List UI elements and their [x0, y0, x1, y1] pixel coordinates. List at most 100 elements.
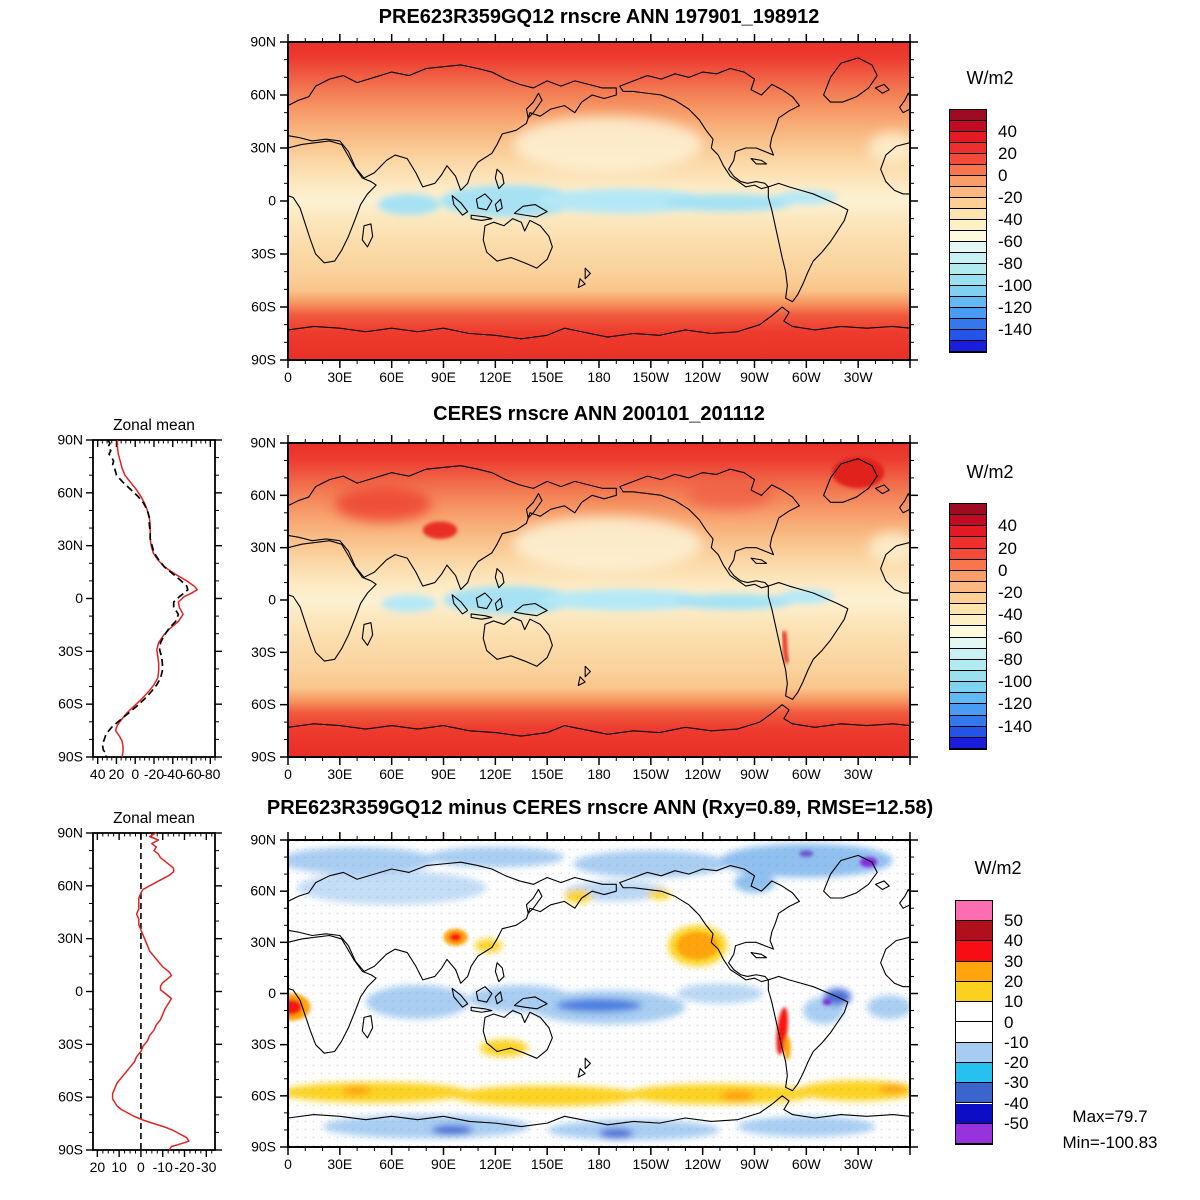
- lat-tick-label: 90N: [250, 34, 276, 50]
- zonal-mean-plot-full: 90N 60N 30N 0 30S 60S 90S 40 20 0 -20-40-60-80: [57, 432, 222, 782]
- colorbar-cell: [950, 581, 986, 594]
- colorbar-cell: [950, 286, 986, 297]
- lon-tick-label: 30E: [327, 369, 352, 385]
- colorbar-cell: [950, 231, 986, 242]
- panel3-title: PRE623R359GQ12 minus CERES rnscre ANN (R…: [266, 797, 934, 819]
- zonal-lat-label: 30N: [57, 930, 83, 946]
- colorbar-cell: [956, 961, 992, 982]
- lon-tick-label: 0: [284, 369, 292, 385]
- map-axes: 0 30E 60E 90E 120E 150E 180 150W 120W 90W 60W 30W 90…: [250, 34, 918, 385]
- zonal-axes: 90N 60N 30N 0 30S 60S 90S 20 10 0 -10 -20 -30: [57, 825, 222, 1175]
- lat-tick-label: 30S: [251, 644, 276, 660]
- lon-tick-label: 120W: [684, 766, 721, 782]
- colorbar-label: -100: [998, 672, 1033, 692]
- zonal-lat-label: 0: [75, 590, 83, 606]
- colorbar-label: 0: [998, 560, 1008, 580]
- stat-min: Min=-100.83: [1062, 1133, 1158, 1153]
- colorbar-label: 20: [998, 538, 1017, 558]
- zonal-lat-label: 60N: [57, 484, 83, 500]
- colorbar-cell: [950, 154, 986, 165]
- lat-tick-label: 30N: [250, 934, 276, 950]
- colorbar-cell: [950, 704, 986, 716]
- lat-tick-label: 90S: [251, 352, 276, 368]
- lat-tick-label: 60S: [251, 1087, 276, 1103]
- colorbar-cell: [950, 176, 986, 187]
- colorbar-cell: [950, 682, 986, 694]
- colorbar-cell: [950, 671, 986, 683]
- lon-tick-label: 90E: [431, 766, 456, 782]
- colorbar-cell: [950, 275, 986, 286]
- colorbar-cell: [956, 981, 992, 1003]
- lat-tick-label: 90N: [250, 435, 276, 451]
- panel1-title: PRE623R359GQ12 rnscre ANN 197901_198912: [378, 6, 820, 28]
- lon-tick-label: 0: [284, 766, 292, 782]
- colorbar-cell: [950, 187, 986, 198]
- zonal-lat-label: 90N: [57, 432, 83, 448]
- panel2-title: CERES rnscre ANN 200101_201112: [433, 403, 765, 425]
- lon-tick-label: 90E: [431, 1156, 456, 1172]
- lon-tick-label: 0: [284, 1156, 292, 1172]
- colorbar-cell: [950, 220, 986, 231]
- lon-tick-label: 150E: [531, 766, 564, 782]
- difference-map: 0 30E 60E 90E 120E 150E 180 150W 120W 90W 60W 30W 90…: [250, 832, 918, 1172]
- colorbar-cell: [950, 526, 986, 538]
- zonal-lat-label: 90N: [57, 825, 83, 841]
- lon-tick-label: 180: [587, 369, 611, 385]
- lat-tick-label: 0: [268, 985, 276, 1001]
- lon-tick-label: 30E: [327, 766, 352, 782]
- colorbar-cell: [950, 330, 986, 341]
- zonal3-title: Zonal mean: [113, 810, 195, 827]
- colorbar2-unit: W/m2: [966, 462, 1014, 482]
- colorbar-cell: [950, 715, 986, 727]
- zonal-lat-label: 60S: [58, 1089, 83, 1105]
- colorbar-cell: [950, 264, 986, 275]
- lon-tick-label: 150E: [531, 369, 564, 385]
- lon-tick-label: 180: [587, 1156, 611, 1172]
- colorbar-diff: 50 40 30 20 10 0 -10 -20 -30 -40 -50: [955, 900, 1029, 1145]
- colorbar-cell: [956, 1083, 992, 1104]
- colorbar-label: -100: [998, 276, 1033, 295]
- lon-tick-label: 150E: [531, 1156, 564, 1172]
- zonal-x-label: 0: [131, 766, 139, 782]
- colorbar-label: 40: [998, 122, 1017, 141]
- colorbar-cell: [950, 198, 986, 209]
- colorbar-label: -20: [1004, 1052, 1029, 1072]
- colorbar-cell: [950, 593, 986, 605]
- colorbar-model: 40 20 0 -20 -40 -60 -80 -100 -120 -140: [949, 109, 1032, 353]
- zonal-lat-label: 60N: [57, 877, 83, 893]
- colorbar-label: -140: [998, 716, 1033, 736]
- colorbar1-unit: W/m2: [966, 68, 1014, 88]
- zonal-x-label: -30: [196, 1159, 216, 1175]
- zonal-x-label: 20: [90, 1159, 106, 1175]
- colorbar-cell: [950, 693, 986, 705]
- diff-stats: Max=79.7 Min=-100.83: [1030, 1104, 1190, 1157]
- zonal2-title: Zonal mean: [113, 417, 195, 434]
- stat-max: Max=79.7: [1072, 1107, 1148, 1126]
- zonal-lat-label: 30S: [58, 1036, 83, 1052]
- colorbar-label: -120: [998, 694, 1033, 714]
- colorbar-label: -40: [998, 605, 1023, 625]
- lat-tick-label: 60N: [250, 87, 276, 103]
- colorbar-cell: [950, 253, 986, 264]
- colorbar-label: -40: [998, 210, 1023, 229]
- colorbar-cell: [950, 637, 986, 649]
- colorbar-label: -60: [998, 232, 1023, 251]
- map-axes: 0 30E 60E 90E 120E 150E 180 150W 120W 90W 60W 30W 90…: [250, 832, 918, 1172]
- lon-tick-label: 60E: [379, 1156, 404, 1172]
- obs-map: 0 30E 60E 90E 120E 150E 180 150W 120W 90W 60W 30W 90…: [250, 435, 918, 782]
- zonal-x-label: -10: [153, 1159, 173, 1175]
- colorbar-cell: [950, 308, 986, 319]
- zonal-lat-label: 90S: [58, 1142, 83, 1158]
- colorbar-label: 0: [1004, 1012, 1014, 1032]
- lon-tick-label: 30E: [327, 1156, 352, 1172]
- colorbar-cell: [956, 1042, 992, 1063]
- lat-tick-label: 60S: [251, 696, 276, 712]
- lat-tick-label: 60S: [251, 299, 276, 315]
- colorbar-cell: [956, 941, 992, 962]
- colorbar-label: 0: [998, 166, 1008, 185]
- zonal-lat-label: 30S: [58, 643, 83, 659]
- colorbar-cell: [950, 504, 986, 516]
- colorbar-label: 50: [1004, 911, 1023, 931]
- lon-tick-label: 90E: [431, 369, 456, 385]
- zonal-lat-label: 90S: [58, 749, 83, 765]
